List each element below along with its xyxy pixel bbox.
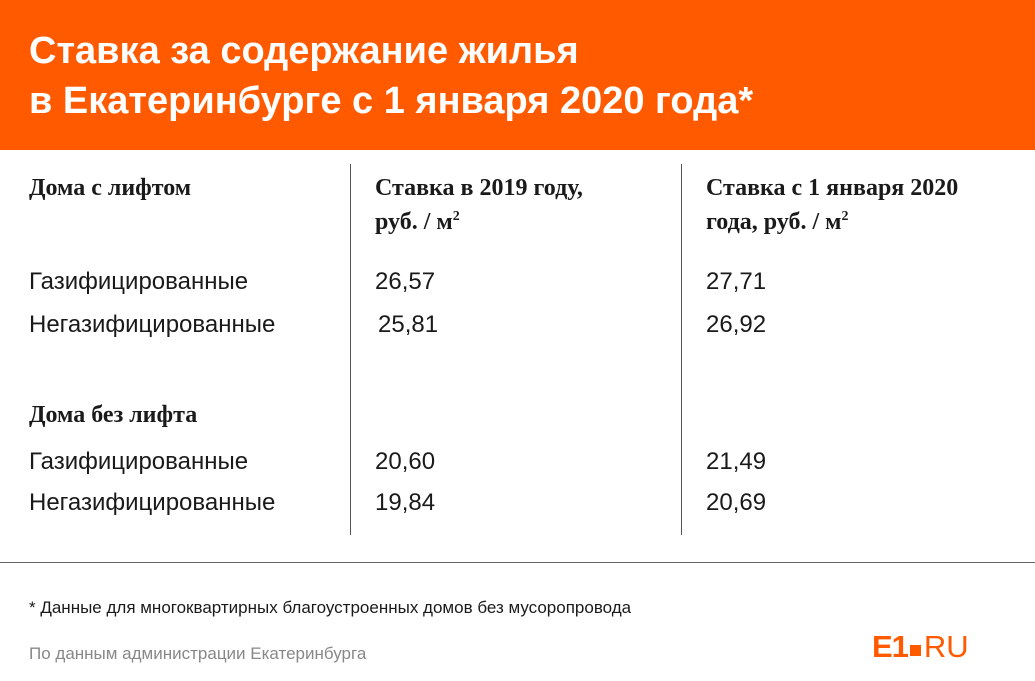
column-header-2019-unit: руб. / м (375, 209, 453, 235)
rate-2019-cell: 25,81 (378, 311, 439, 338)
row-label: Негазифицированные (29, 311, 276, 338)
rate-2020-cell: 21,49 (706, 448, 767, 475)
column-divider-1 (350, 164, 351, 535)
source-note: По данным администрации Екатеринбурга (29, 644, 367, 663)
section-title-with-lift: Дома с лифтом (29, 175, 192, 201)
row-label: Негазифицированные (29, 489, 276, 516)
section-title-without-lift: Дома без лифта (29, 402, 198, 428)
logo-e1-text: E1 (872, 628, 909, 664)
page-title-line-2: в Екатеринбурге с 1 января 2020 года* (29, 80, 754, 122)
row-label: Газифицированные (29, 268, 249, 295)
column-header-2020-unit: года, руб. / м (706, 209, 842, 235)
column-header-2019-line1: Ставка в 2019 году, (375, 175, 583, 201)
column-header-2020-line1: Ставка с 1 января 2020 (706, 175, 959, 201)
column-header-2020-line2: года, руб. / м2 (706, 209, 849, 235)
rate-2020-cell: 26,92 (706, 311, 767, 338)
rate-2019-cell: 19,84 (375, 489, 436, 516)
page-title-line-1: Ставка за содержание жилья (29, 30, 579, 72)
logo-ru-text: RU (923, 628, 969, 664)
column-header-2019-line2: руб. / м2 (375, 209, 460, 235)
row-label: Газифицированные (29, 448, 249, 475)
title-banner: Ставка за содержание жилья в Екатеринбур… (0, 0, 1035, 150)
column-divider-2 (681, 164, 682, 535)
footer-divider (0, 562, 1035, 563)
rate-2019-cell: 26,57 (375, 268, 436, 295)
unit-superscript: 2 (841, 209, 849, 224)
unit-superscript: 2 (452, 209, 460, 224)
footnote: * Данные для многоквартирных благоустрое… (29, 598, 632, 617)
rate-2019-cell: 20,60 (375, 448, 436, 475)
rate-2020-cell: 20,69 (706, 489, 767, 516)
rate-2020-cell: 27,71 (706, 268, 767, 295)
e1-logo: E1 RU (872, 628, 969, 664)
logo-square-icon (909, 645, 921, 656)
